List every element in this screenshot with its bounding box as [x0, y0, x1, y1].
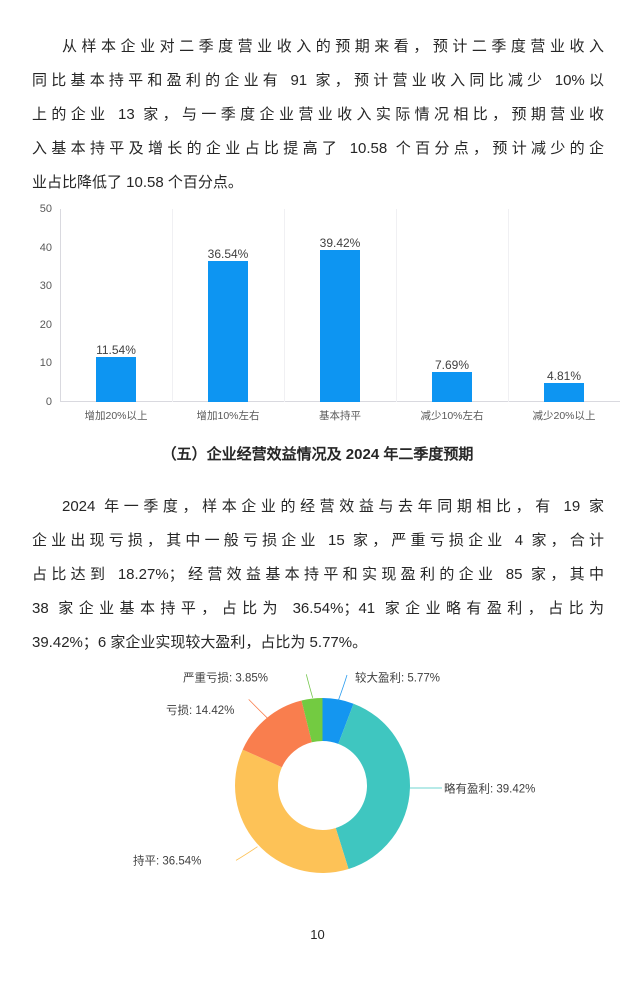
svg-text:持平: 36.54%: 持平: 36.54% — [133, 854, 201, 868]
svg-text:严重亏损: 3.85%: 严重亏损: 3.85% — [183, 671, 268, 685]
svg-text:较大盈利: 5.77%: 较大盈利: 5.77% — [355, 671, 440, 685]
svg-text:略有盈利: 39.42%: 略有盈利: 39.42% — [444, 782, 535, 796]
svg-text:亏损: 14.42%: 亏损: 14.42% — [166, 703, 234, 717]
